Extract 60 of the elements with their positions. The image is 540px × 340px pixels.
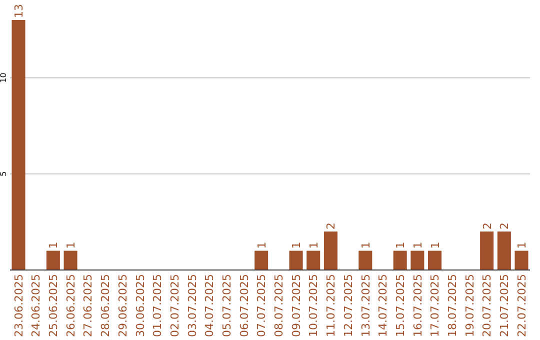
x-tick-label: 09.07.2025: [290, 274, 303, 337]
bar: [306, 250, 320, 270]
bar: [393, 250, 407, 270]
x-tick-label: 24.06.2025: [30, 274, 43, 337]
x-tick-label: 15.07.2025: [394, 274, 407, 337]
x-tick-label: 03.07.2025: [186, 274, 199, 337]
data-label: 1: [359, 242, 372, 249]
x-tick-label: 16.07.2025: [411, 274, 424, 337]
y-tick-label: 5: [0, 171, 8, 176]
x-tick-label: 25.06.2025: [47, 274, 60, 337]
bar: [254, 250, 268, 270]
data-label: 1: [255, 242, 268, 249]
data-label: 1: [47, 242, 60, 249]
x-tick-label: 17.07.2025: [428, 274, 442, 337]
bar: [497, 232, 511, 270]
x-tick-label: 26.06.2025: [64, 274, 78, 337]
data-label: 13: [12, 4, 26, 18]
x-tick-label: 22.07.2025: [515, 274, 528, 337]
data-label: 2: [324, 222, 338, 230]
x-tick-label: 23.06.2025: [12, 274, 26, 337]
x-tick-label: 14.07.2025: [376, 274, 390, 337]
data-label: 2: [480, 222, 494, 230]
x-tick-label: 10.07.2025: [307, 274, 320, 337]
data-label: 2: [498, 222, 512, 230]
bar: [324, 232, 338, 270]
x-tick-label: 07.07.2025: [255, 274, 268, 337]
x-tick-label: 30.06.2025: [134, 274, 147, 337]
bar: [428, 250, 442, 270]
x-tick-label: 11.07.2025: [324, 274, 338, 337]
bar: [514, 250, 528, 270]
x-tick-label: 29.06.2025: [116, 274, 130, 337]
data-label: 1: [411, 242, 424, 249]
data-label: 1: [64, 242, 78, 249]
bar: [289, 250, 303, 270]
y-tick-label: 10: [0, 72, 8, 83]
x-tick-label: 12.07.2025: [342, 274, 355, 337]
x-tick-label: 19.07.2025: [463, 274, 476, 337]
x-tick-label: 13.07.2025: [359, 274, 372, 337]
x-tick-label: 06.07.2025: [238, 274, 251, 337]
data-label: 1: [428, 242, 442, 249]
x-tick-label: 27.06.2025: [82, 274, 95, 337]
data-label: 1: [516, 242, 528, 249]
bar: [64, 250, 78, 270]
x-tick-label: 01.07.2025: [151, 274, 164, 337]
data-label: 1: [290, 242, 304, 249]
bar: [480, 232, 494, 270]
x-tick-label: 18.07.2025: [446, 274, 459, 337]
bar: [12, 20, 26, 270]
data-label: 1: [394, 242, 408, 249]
bar: [410, 250, 424, 270]
bar: [358, 250, 372, 270]
x-tick-label: 21.07.2025: [498, 274, 512, 337]
bar: [46, 250, 60, 270]
x-tick-label: 04.07.2025: [203, 274, 216, 337]
x-tick-label: 28.06.2025: [99, 274, 112, 337]
data-label: 1: [307, 242, 320, 249]
x-tick-label: 20.07.2025: [480, 274, 494, 337]
x-tick-label: 08.07.2025: [272, 274, 286, 337]
x-tick-label: 05.07.2025: [220, 274, 234, 337]
x-tick-label: 02.07.2025: [168, 274, 182, 337]
